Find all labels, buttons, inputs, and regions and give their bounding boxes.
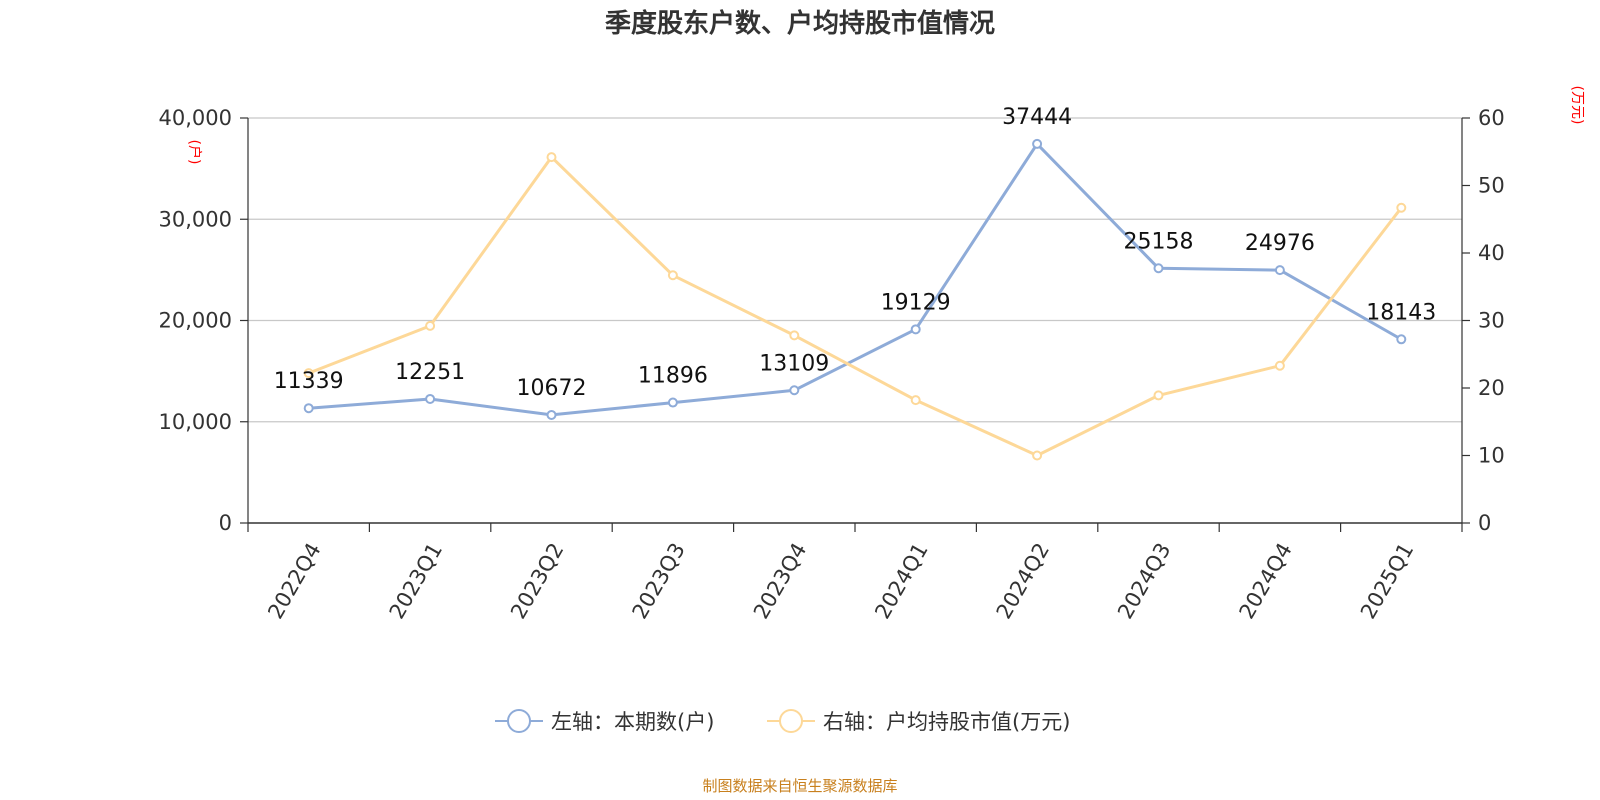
data-label: 10672 [517,376,587,401]
data-label: 18143 [1366,300,1436,325]
right-axis-tick-label: 0 [1478,511,1491,535]
x-axis-tick-label: 2023Q3 [628,539,690,623]
chart-title: 季度股东户数、户均持股市值情况 [605,8,995,39]
data-label: 12251 [395,360,465,385]
x-axis-tick-label: 2024Q3 [1113,539,1175,623]
series-1-point [303,403,314,414]
series-1-point [667,397,678,408]
right-axis-tick-label: 10 [1478,444,1505,468]
series-2-point [1032,450,1043,461]
series-layer [303,138,1407,461]
series-2-point [910,395,921,406]
x-axis-tick-label: 2022Q4 [263,539,325,623]
series-2-point [1396,202,1407,213]
x-axis-tick-label: 2023Q1 [385,539,447,623]
left-axis-tick-label: 10,000 [159,410,232,434]
series-1-point [1396,334,1407,345]
left-axis-unit: (户) [186,140,203,165]
x-axis-tick-label: 2024Q4 [1235,539,1297,623]
legend-marker-icon [507,709,531,733]
series-1-point [546,409,557,420]
x-axis-tick-label: 2023Q4 [749,539,811,623]
series-2-point [789,330,800,341]
legend-item-2[interactable]: 右轴：户均持股市值(万元) [767,709,1070,734]
data-label: 25158 [1124,229,1194,254]
series-1-point [1032,138,1043,149]
series-2-point [303,368,314,379]
series-1-point [910,324,921,335]
series-line-2 [308,155,1403,457]
data-label: 37444 [1002,105,1072,130]
series-1-point [1274,265,1285,276]
data-label: 13109 [759,351,829,376]
source-text: 制图数据来自恒生聚源数据库 [702,777,897,795]
right-axis-tick-label: 30 [1478,309,1505,333]
data-label: 11339 [274,369,344,394]
legend-marker-icon [779,709,803,733]
series-2-point [1153,390,1164,401]
series-2-point [1274,360,1285,371]
right-axis-tick-label: 20 [1478,376,1505,400]
x-axis-tick-label: 2025Q1 [1356,539,1418,623]
left-axis-tick-label: 0 [219,511,232,535]
left-axis-tick-label: 30,000 [159,207,232,231]
data-labels: 11339 12251 10672 11896 13109 19129 37444 25158… [274,105,1437,401]
grid-lines [248,117,1462,423]
series-1-point [789,385,800,396]
series-2-point [667,270,678,281]
x-axis-tick-label: 2024Q1 [870,539,932,623]
legend-label: 右轴：户均持股市值(万元) [823,710,1070,734]
series-1-point [425,393,436,404]
series-line-1 [308,142,1403,417]
right-axis-tick-label: 60 [1478,106,1505,130]
x-axis-tick-label: 2024Q2 [992,539,1054,623]
series-2-point [546,152,557,163]
legend-item-1[interactable]: 左轴：本期数(户) [495,709,714,734]
series-1-point [1153,263,1164,274]
legend-label: 左轴：本期数(户) [551,710,714,734]
axes: 0 10,000 20,000 30,000 40,000 0 10 20 30 40 50 60 20… [159,106,1505,623]
data-label: 11896 [638,364,708,389]
x-axis-tick-label: 2023Q2 [506,539,568,623]
right-axis-tick-label: 40 [1478,241,1505,265]
legend[interactable]: 左轴：本期数(户) 右轴：户均持股市值(万元) [495,709,1070,734]
right-axis-tick-label: 50 [1478,174,1505,198]
data-label: 24976 [1245,231,1315,256]
data-label: 19129 [881,290,951,315]
right-axis-unit: (万元) [1569,86,1585,125]
left-axis-tick-label: 20,000 [159,309,232,333]
series-2-point [425,320,436,331]
left-axis-tick-label: 40,000 [159,106,232,130]
